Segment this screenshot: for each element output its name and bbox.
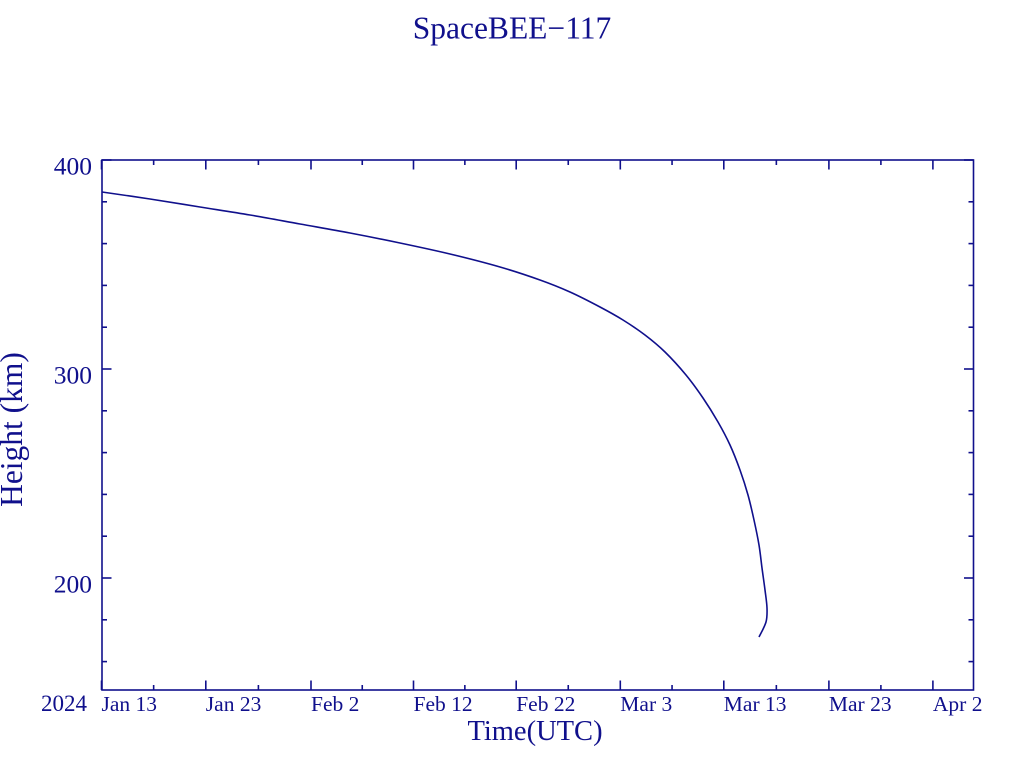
- svg-text:Apr 2: Apr 2: [933, 692, 983, 716]
- svg-text:Jan 13: Jan 13: [102, 692, 158, 716]
- svg-text:SpaceBEE−117: SpaceBEE−117: [413, 11, 612, 46]
- svg-text:Mar 23: Mar 23: [829, 692, 892, 716]
- svg-text:Mar 3: Mar 3: [620, 692, 672, 716]
- svg-text:400: 400: [54, 152, 92, 181]
- svg-text:Jan 23: Jan 23: [206, 692, 262, 716]
- svg-text:Time(UTC): Time(UTC): [467, 716, 602, 747]
- svg-text:Feb 22: Feb 22: [516, 692, 575, 716]
- svg-text:Mar 13: Mar 13: [724, 692, 787, 716]
- svg-text:Height (km): Height (km): [0, 352, 29, 507]
- svg-text:Feb 2: Feb 2: [311, 692, 359, 716]
- svg-text:Feb 12: Feb 12: [414, 692, 473, 716]
- svg-text:200: 200: [54, 570, 92, 599]
- svg-text:300: 300: [54, 361, 92, 390]
- svg-text:2024: 2024: [41, 691, 88, 716]
